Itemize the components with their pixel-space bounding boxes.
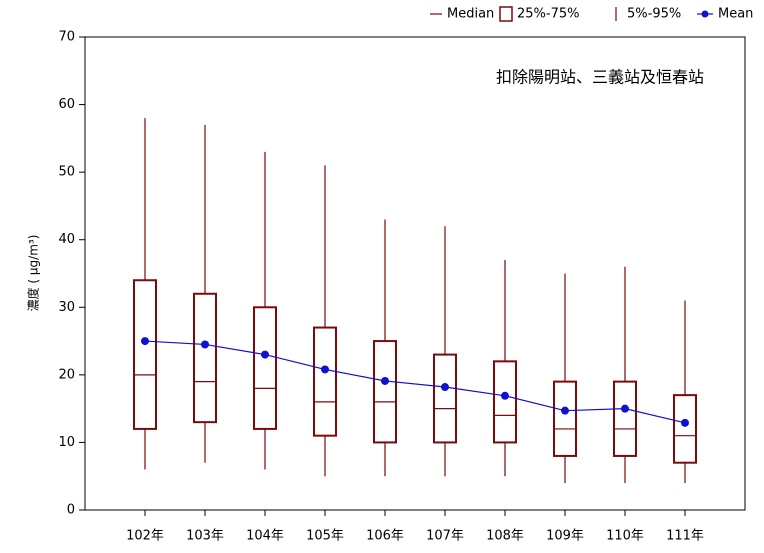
annotation: 扣除陽明站、三義站及恒春站 bbox=[496, 68, 704, 87]
mean-point bbox=[621, 404, 629, 413]
box bbox=[673, 394, 697, 464]
mean-point bbox=[261, 350, 269, 359]
x-tick-label: 110年 bbox=[606, 529, 644, 544]
legend-icon bbox=[499, 6, 513, 22]
mean-point bbox=[321, 365, 329, 374]
box bbox=[553, 380, 577, 457]
legend-icon bbox=[701, 10, 709, 18]
x-tick-label: 104年 bbox=[246, 529, 284, 544]
legend-label: Median bbox=[447, 7, 494, 22]
box bbox=[493, 360, 517, 444]
y-tick-label: 10 bbox=[58, 435, 75, 450]
box bbox=[613, 380, 637, 457]
y-tick-label: 50 bbox=[58, 165, 75, 180]
mean-point bbox=[501, 391, 509, 400]
box bbox=[133, 279, 157, 430]
mean-line bbox=[144, 340, 686, 424]
mean-point bbox=[141, 337, 149, 346]
legend-label: Mean bbox=[718, 7, 753, 22]
legend-label: 25%-75% bbox=[517, 7, 579, 22]
x-tick-label: 107年 bbox=[426, 529, 464, 544]
mean-point bbox=[441, 383, 449, 392]
x-tick-label: 106年 bbox=[366, 529, 404, 544]
y-tick-label: 70 bbox=[58, 30, 75, 45]
mean-point bbox=[381, 376, 389, 385]
plot-frame bbox=[84, 36, 746, 511]
x-tick-label: 105年 bbox=[306, 529, 344, 544]
box bbox=[193, 292, 217, 424]
x-tick-label: 109年 bbox=[546, 529, 584, 544]
box bbox=[373, 340, 397, 444]
y-tick-label: 0 bbox=[67, 503, 75, 518]
box bbox=[313, 326, 337, 437]
x-tick-label: 108年 bbox=[486, 529, 524, 544]
mean-point bbox=[681, 418, 689, 427]
y-axis-label: 濃度 ( μg/m³) bbox=[26, 235, 41, 312]
box bbox=[433, 353, 457, 444]
x-tick-label: 111年 bbox=[666, 529, 704, 544]
y-tick-label: 60 bbox=[58, 97, 75, 112]
legend-label: 5%-95% bbox=[627, 7, 681, 22]
box bbox=[253, 306, 277, 430]
y-tick-label: 40 bbox=[58, 232, 75, 247]
x-tick-label: 103年 bbox=[186, 529, 224, 544]
y-tick-label: 30 bbox=[58, 300, 75, 315]
x-tick-label: 102年 bbox=[126, 529, 164, 544]
mean-point bbox=[201, 340, 209, 349]
mean-point bbox=[561, 406, 569, 415]
y-tick-label: 20 bbox=[58, 367, 75, 382]
